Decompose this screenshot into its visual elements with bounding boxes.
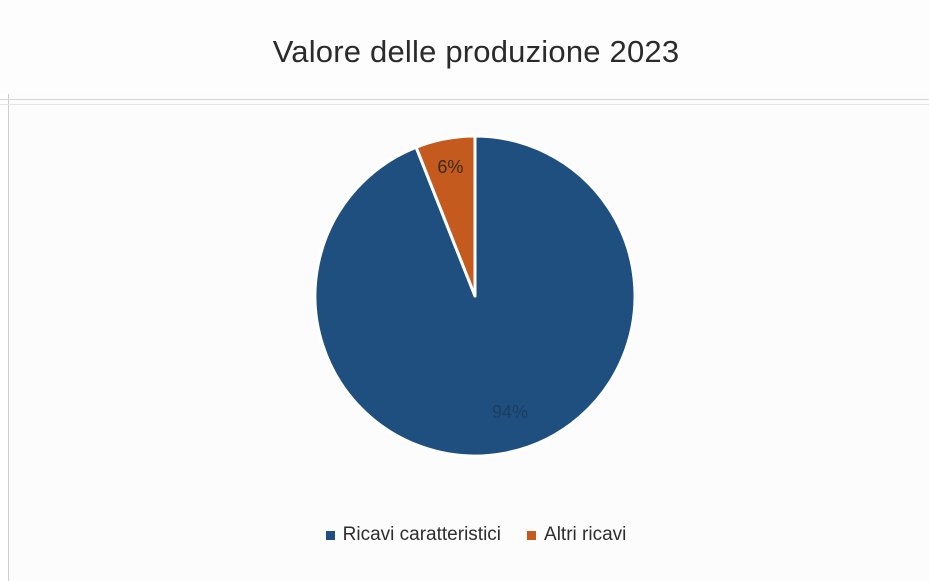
legend-swatch-ricavi-caratteristici <box>325 530 335 540</box>
legend-item-ricavi-caratteristici: Ricavi caratteristici <box>325 524 502 546</box>
divider-secondary <box>0 104 929 105</box>
legend-swatch-altri-ricavi <box>527 530 537 540</box>
legend-item-altri-ricavi: Altri ricavi <box>527 524 626 546</box>
pie-slice-altri-ricavi <box>414 134 477 298</box>
legend-label-ricavi-caratteristici: Ricavi caratteristici <box>342 524 502 545</box>
pie-chart: 94% 6% <box>313 134 637 458</box>
data-label-altri-ricavi: 6% <box>437 157 463 177</box>
legend: Ricavi caratteristici Altri ricavi <box>0 524 929 546</box>
legend-label-altri-ricavi: Altri ricavi <box>544 524 627 545</box>
divider <box>0 99 929 100</box>
chart-title: Valore delle produzione 2023 <box>272 34 680 69</box>
data-label-ricavi-caratteristici: 94% <box>492 402 528 422</box>
title-band <box>0 0 929 94</box>
